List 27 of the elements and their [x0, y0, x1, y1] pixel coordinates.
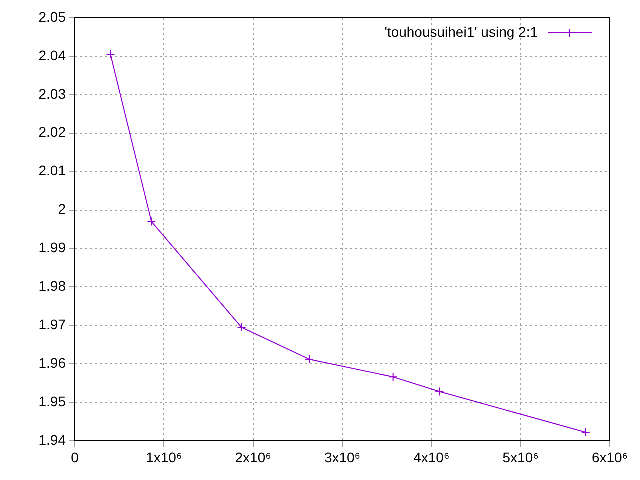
x-tick-label: 0 — [71, 449, 80, 466]
point — [581, 428, 590, 438]
point — [435, 387, 444, 396]
point — [305, 354, 314, 364]
y-tick-label: 1.98 — [38, 278, 66, 294]
y-tick-label: 1.95 — [38, 393, 66, 410]
y-tick-label: 2.02 — [38, 124, 66, 140]
x-tick-label: 2x10⁶ — [235, 449, 272, 466]
x-tick-label: 1x10⁶ — [146, 449, 182, 466]
y-tick-label: 2.01 — [38, 162, 66, 179]
y-tick-label: 1.97 — [38, 316, 66, 332]
y-tick-label: 1.96 — [38, 354, 66, 371]
legend-label: 'touhousuihei1' using 2:1 — [384, 24, 538, 40]
x-tick-label: 6x10⁶ — [592, 449, 628, 466]
y-tick-label: 1.99 — [38, 240, 66, 256]
y-tick-label: 1.94 — [38, 432, 66, 448]
point — [147, 217, 156, 226]
point — [106, 50, 116, 60]
y-tick-label: 2.03 — [38, 86, 66, 102]
point — [388, 372, 398, 382]
y-tick-label: 2.05 — [38, 8, 66, 25]
x-tick-label: 4x10⁶ — [414, 449, 450, 466]
x-tick-label: 5x10⁶ — [502, 449, 539, 466]
point — [237, 323, 246, 332]
x-tick-label: 3x10⁶ — [324, 449, 361, 466]
y-tick-label: 2 — [58, 201, 66, 218]
y-tick-label: 2.04 — [38, 47, 66, 64]
